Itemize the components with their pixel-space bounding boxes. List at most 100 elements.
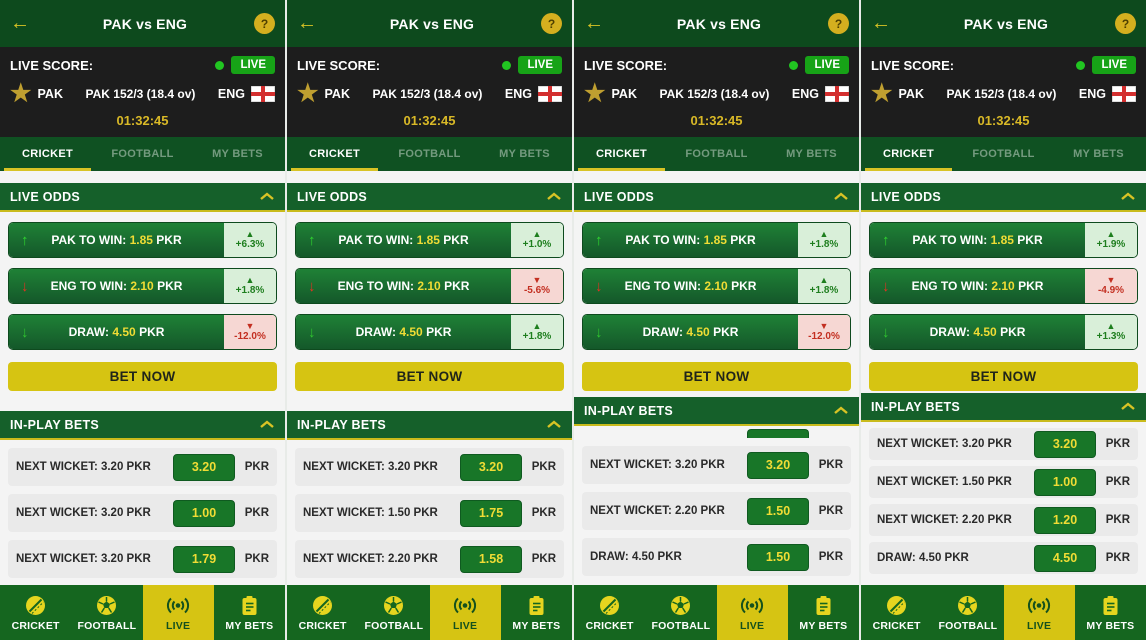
tab-my-bets[interactable]: MY BETS xyxy=(1073,148,1124,160)
odds-value-chip[interactable]: 1.79 xyxy=(173,545,235,573)
tab-football[interactable]: FOOTBALL xyxy=(398,148,461,160)
chevron-up-icon[interactable] xyxy=(833,406,849,415)
tab-my-bets[interactable]: MY BETS xyxy=(212,148,263,160)
odds-value-chip[interactable]: 1.50 xyxy=(747,543,809,571)
odds-row-draw[interactable]: ↓ DRAW: 4.50 PKR ▼ -12.0% xyxy=(8,314,277,350)
nav-live[interactable]: LIVE xyxy=(716,585,788,640)
nav-cricket[interactable]: CRICKET xyxy=(574,585,645,640)
nav-football[interactable]: FOOTBALL xyxy=(71,585,142,640)
chevron-up-icon[interactable] xyxy=(1120,192,1136,201)
nav-my-bets[interactable]: MY BETS xyxy=(1075,585,1146,640)
odds-row-draw[interactable]: ↓ DRAW: 4.50 PKR ▲ +1.8% xyxy=(295,314,564,350)
nav-cricket[interactable]: CRICKET xyxy=(861,585,932,640)
nav-football[interactable]: FOOTBALL xyxy=(358,585,429,640)
nav-my-bets[interactable]: MY BETS xyxy=(788,585,859,640)
odds-row-pak[interactable]: ↑ PAK TO WIN: 1.85 PKR ▲ +1.8% xyxy=(582,222,851,258)
odds-button[interactable]: ↑ PAK TO WIN: 1.85 PKR xyxy=(9,223,224,257)
odds-value-chip[interactable]: 1.50 xyxy=(747,497,809,525)
nav-live[interactable]: LIVE xyxy=(142,585,214,640)
tab-football[interactable]: FOOTBALL xyxy=(972,148,1035,160)
odds-row-eng[interactable]: ↓ ENG TO WIN: 2.10 PKR ▲ +1.8% xyxy=(582,268,851,304)
live-odds-header[interactable]: LIVE ODDS xyxy=(287,183,572,212)
odds-button[interactable]: ↓ DRAW: 4.50 PKR xyxy=(9,315,224,349)
live-odds-header[interactable]: LIVE ODDS xyxy=(861,183,1146,212)
odds-row-pak[interactable]: ↑ PAK TO WIN: 1.85 PKR ▲ +6.3% xyxy=(8,222,277,258)
odds-value-chip[interactable]: 1.75 xyxy=(460,499,522,527)
tab-cricket[interactable]: CRICKET xyxy=(287,137,382,171)
odds-value-chip[interactable]: 3.20 xyxy=(460,453,522,481)
nav-cricket[interactable]: CRICKET xyxy=(0,585,71,640)
back-arrow-icon[interactable]: ← xyxy=(584,12,604,34)
in-play-bets-header[interactable]: IN-PLAY BETS xyxy=(0,411,285,440)
live-odds-header[interactable]: LIVE ODDS xyxy=(574,183,859,212)
in-play-row: NEXT WICKET: 3.20 PKR 3.20 PKR xyxy=(582,446,851,484)
triangle-down-icon: ▼ xyxy=(245,321,255,332)
odds-row-pak[interactable]: ↑ PAK TO WIN: 1.85 PKR ▲ +1.9% xyxy=(869,222,1138,258)
odds-value-chip[interactable]: 3.20 xyxy=(747,451,809,479)
odds-value-chip[interactable]: 3.20 xyxy=(173,453,235,481)
odds-button[interactable]: ↑ PAK TO WIN: 1.85 PKR xyxy=(583,223,798,257)
tab-my-bets[interactable]: MY BETS xyxy=(786,148,837,160)
tab-cricket[interactable]: CRICKET xyxy=(0,137,95,171)
nav-my-bets[interactable]: MY BETS xyxy=(214,585,285,640)
odds-row-draw[interactable]: ↓ DRAW: 4.50 PKR ▼ -12.0% xyxy=(582,314,851,350)
tab-football[interactable]: FOOTBALL xyxy=(111,148,174,160)
chevron-up-icon[interactable] xyxy=(1120,402,1136,411)
chevron-up-icon[interactable] xyxy=(259,192,275,201)
in-play-row: DRAW: 4.50 PKR 4.50 PKR xyxy=(869,542,1138,574)
back-arrow-icon[interactable]: ← xyxy=(871,12,891,34)
odds-value-chip[interactable]: 4.50 xyxy=(1034,544,1096,572)
triangle-up-icon: ▲ xyxy=(1106,321,1116,332)
odds-row-eng[interactable]: ↓ ENG TO WIN: 2.10 PKR ▼ -4.9% xyxy=(869,268,1138,304)
odds-value-chip[interactable]: 1.00 xyxy=(173,499,235,527)
in-play-bets-header[interactable]: IN-PLAY BETS xyxy=(287,411,572,440)
chevron-up-icon[interactable] xyxy=(259,420,275,429)
in-play-row: NEXT WICKET: 1.50 PKR 1.00 PKR xyxy=(869,466,1138,498)
live-odds-header[interactable]: LIVE ODDS xyxy=(0,183,285,212)
nav-cricket[interactable]: CRICKET xyxy=(287,585,358,640)
odds-button[interactable]: ↓ DRAW: 4.50 PKR xyxy=(583,315,798,349)
odds-button[interactable]: ↓ ENG TO WIN: 2.10 PKR xyxy=(296,269,511,303)
odds-button[interactable]: ↓ ENG TO WIN: 2.10 PKR xyxy=(9,269,224,303)
team-home: ★ PAK xyxy=(584,80,637,107)
odds-row-eng[interactable]: ↓ ENG TO WIN: 2.10 PKR ▼ -5.6% xyxy=(295,268,564,304)
odds-row-pak[interactable]: ↑ PAK TO WIN: 1.85 PKR ▲ +1.0% xyxy=(295,222,564,258)
help-icon[interactable]: ? xyxy=(254,13,275,34)
bet-now-button[interactable]: BET NOW xyxy=(582,362,851,391)
in-play-bets-header[interactable]: IN-PLAY BETS xyxy=(861,393,1146,422)
odds-button[interactable]: ↓ ENG TO WIN: 2.10 PKR xyxy=(870,269,1085,303)
bet-now-button[interactable]: BET NOW xyxy=(869,362,1138,391)
odds-button[interactable]: ↓ DRAW: 4.50 PKR xyxy=(296,315,511,349)
help-icon[interactable]: ? xyxy=(1115,13,1136,34)
odds-value-chip[interactable]: 1.00 xyxy=(1034,468,1096,496)
help-icon[interactable]: ? xyxy=(541,13,562,34)
odds-value-chip[interactable]: 1.58 xyxy=(460,545,522,573)
odds-row-draw[interactable]: ↓ DRAW: 4.50 PKR ▲ +1.3% xyxy=(869,314,1138,350)
odds-button[interactable]: ↑ PAK TO WIN: 1.85 PKR xyxy=(870,223,1085,257)
tab-football[interactable]: FOOTBALL xyxy=(685,148,748,160)
nav-football[interactable]: FOOTBALL xyxy=(932,585,1003,640)
chevron-up-icon[interactable] xyxy=(546,192,562,201)
odds-button[interactable]: ↓ ENG TO WIN: 2.10 PKR xyxy=(583,269,798,303)
odds-row-eng[interactable]: ↓ ENG TO WIN: 2.10 PKR ▲ +1.8% xyxy=(8,268,277,304)
back-arrow-icon[interactable]: ← xyxy=(297,12,317,34)
nav-football[interactable]: FOOTBALL xyxy=(645,585,716,640)
nav-live[interactable]: LIVE xyxy=(1003,585,1075,640)
live-score-card: LIVE SCORE: LIVE ★ PAK PAK 152/3 (18.4 ov… xyxy=(861,47,1146,137)
chevron-up-icon[interactable] xyxy=(833,192,849,201)
tab-cricket[interactable]: CRICKET xyxy=(861,137,956,171)
in-play-bets-header[interactable]: IN-PLAY BETS xyxy=(574,397,859,426)
odds-value-chip[interactable]: 1.20 xyxy=(1034,506,1096,534)
odds-button[interactable]: ↑ PAK TO WIN: 1.85 PKR xyxy=(296,223,511,257)
nav-live[interactable]: LIVE xyxy=(429,585,501,640)
tab-my-bets[interactable]: MY BETS xyxy=(499,148,550,160)
odds-button[interactable]: ↓ DRAW: 4.50 PKR xyxy=(870,315,1085,349)
odds-value-chip[interactable]: 3.20 xyxy=(1034,430,1096,458)
nav-my-bets[interactable]: MY BETS xyxy=(501,585,572,640)
back-arrow-icon[interactable]: ← xyxy=(10,12,30,34)
bet-now-button[interactable]: BET NOW xyxy=(295,362,564,391)
bet-now-button[interactable]: BET NOW xyxy=(8,362,277,391)
help-icon[interactable]: ? xyxy=(828,13,849,34)
chevron-up-icon[interactable] xyxy=(546,420,562,429)
tab-cricket[interactable]: CRICKET xyxy=(574,137,669,171)
